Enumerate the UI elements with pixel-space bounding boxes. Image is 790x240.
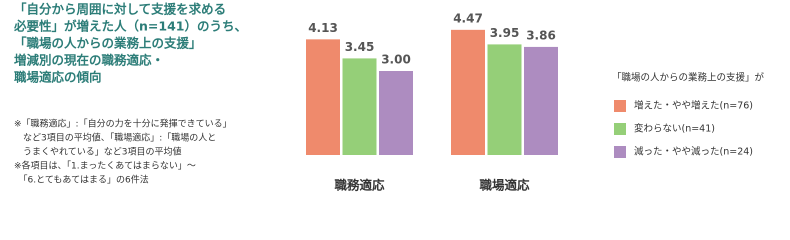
title-line: 必要性」が増えた人（n=141）のうち、	[13, 19, 247, 34]
x-tick-label: 職場適応	[479, 178, 530, 193]
value-label: 3.86	[526, 28, 556, 42]
title-line: 「職場の人からの業務上の支援」	[14, 36, 202, 51]
legend-swatch	[614, 146, 626, 158]
note-line: うまくやれている」など3項目の平均値	[14, 146, 181, 158]
value-label: 3.95	[490, 26, 520, 40]
x-tick-label: 職務適応	[334, 178, 385, 193]
note-line: など3項目の平均値、「職場適応」:「職場の人と	[14, 132, 216, 144]
bar	[379, 71, 413, 155]
value-label: 3.00	[381, 53, 411, 67]
title-line: 「自分から周囲に対して支援を求める	[14, 2, 226, 17]
legend-swatch	[614, 100, 626, 112]
legend-title: 「職場の人からの業務上の支援」が	[612, 72, 765, 84]
legend-label: 減った・やや減った(n=24)	[634, 146, 753, 158]
value-label: 4.13	[308, 21, 338, 35]
legend-label: 変わらない(n=41)	[634, 123, 715, 135]
bar	[487, 44, 522, 155]
note-line: 「6.とてもあてはまる」の6件法	[14, 174, 149, 186]
legend-label: 増えた・やや増えた(n=76)	[634, 100, 753, 112]
bar	[524, 46, 558, 155]
value-label: 3.45	[345, 40, 375, 54]
note-line: ※各項目は、「1.まったくあてはまらない」〜	[14, 160, 196, 172]
value-label: 4.47	[453, 11, 483, 25]
note-line: ※「職務適応」:「自分の力を十分に発揮できている」	[14, 118, 232, 130]
chart: 「自分から周囲に対して支援を求める必要性」が増えた人（n=141）のうち、「職場…	[13, 2, 765, 193]
title-line: 職場適応の傾向	[14, 70, 102, 85]
legend-swatch	[614, 123, 626, 135]
bar	[306, 39, 340, 155]
bar	[342, 58, 377, 155]
bar	[451, 29, 485, 156]
title-line: 増減別の現在の職務適応・	[14, 53, 164, 68]
